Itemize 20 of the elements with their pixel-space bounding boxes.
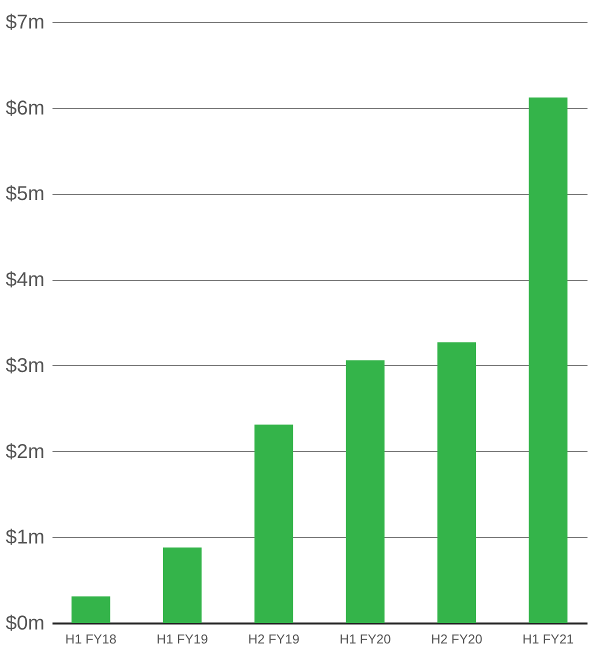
y-tick-label: $1m	[6, 526, 44, 549]
bar	[437, 342, 476, 623]
x-tick-label: H1 FY21	[522, 632, 574, 646]
y-tick-label: $2m	[6, 440, 44, 463]
x-tick-label: H1 FY20	[340, 632, 391, 646]
y-tick-label: $5m	[6, 183, 44, 206]
y-tick-label: $3m	[6, 354, 44, 377]
y-tick-label: $6m	[6, 97, 44, 120]
x-tick-label: H1 FY19	[156, 632, 208, 646]
x-tick-label: H2 FY19	[248, 632, 300, 646]
bar	[163, 547, 202, 623]
y-tick-label: $7m	[6, 12, 44, 34]
bar	[72, 596, 110, 623]
x-tick-label: H1 FY18	[65, 632, 117, 646]
bar	[528, 98, 568, 623]
bar	[346, 360, 385, 623]
x-tick-label: H2 FY20	[431, 632, 482, 646]
bar	[254, 424, 294, 623]
y-tick-label: $0m	[6, 612, 44, 634]
y-tick-label: $4m	[6, 269, 44, 292]
